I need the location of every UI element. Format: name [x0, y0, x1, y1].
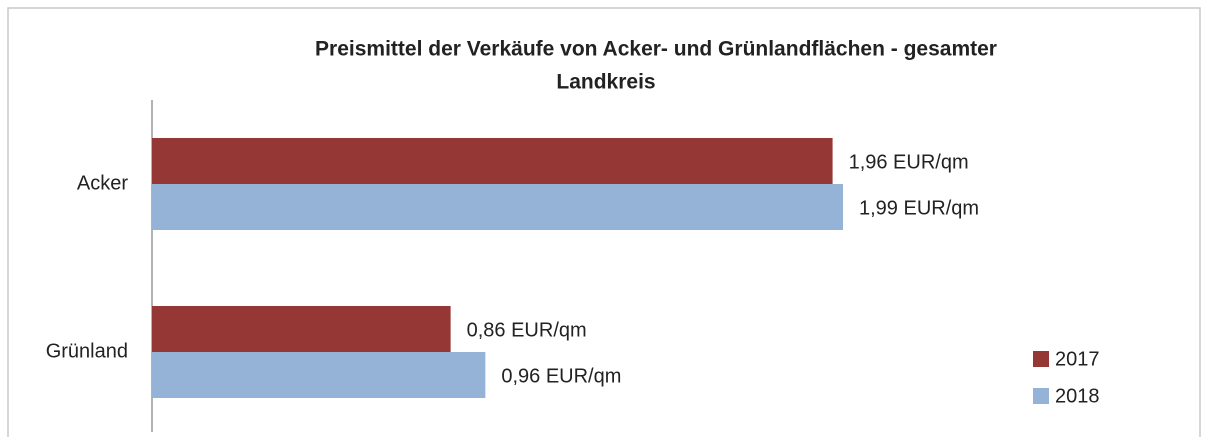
bar — [152, 138, 833, 184]
chart-frame — [7, 7, 1201, 437]
value-label: 1,96 EUR/qm — [849, 151, 969, 173]
bar — [152, 306, 451, 352]
chart-title: Preismittel der Verkäufe von Acker- und … — [315, 38, 997, 61]
category-label: Grünland — [46, 340, 128, 362]
chart-title: Landkreis — [556, 71, 655, 94]
value-label: 0,86 EUR/qm — [467, 319, 587, 341]
legend-label: 2017 — [1055, 348, 1100, 370]
legend-swatch — [1033, 388, 1049, 404]
legend-label: 2018 — [1055, 385, 1100, 407]
bar — [152, 184, 843, 230]
value-label: 0,96 EUR/qm — [501, 365, 621, 387]
legend-swatch — [1033, 351, 1049, 367]
category-label: Acker — [77, 172, 128, 194]
value-label: 1,99 EUR/qm — [859, 197, 979, 219]
bar — [152, 352, 486, 398]
